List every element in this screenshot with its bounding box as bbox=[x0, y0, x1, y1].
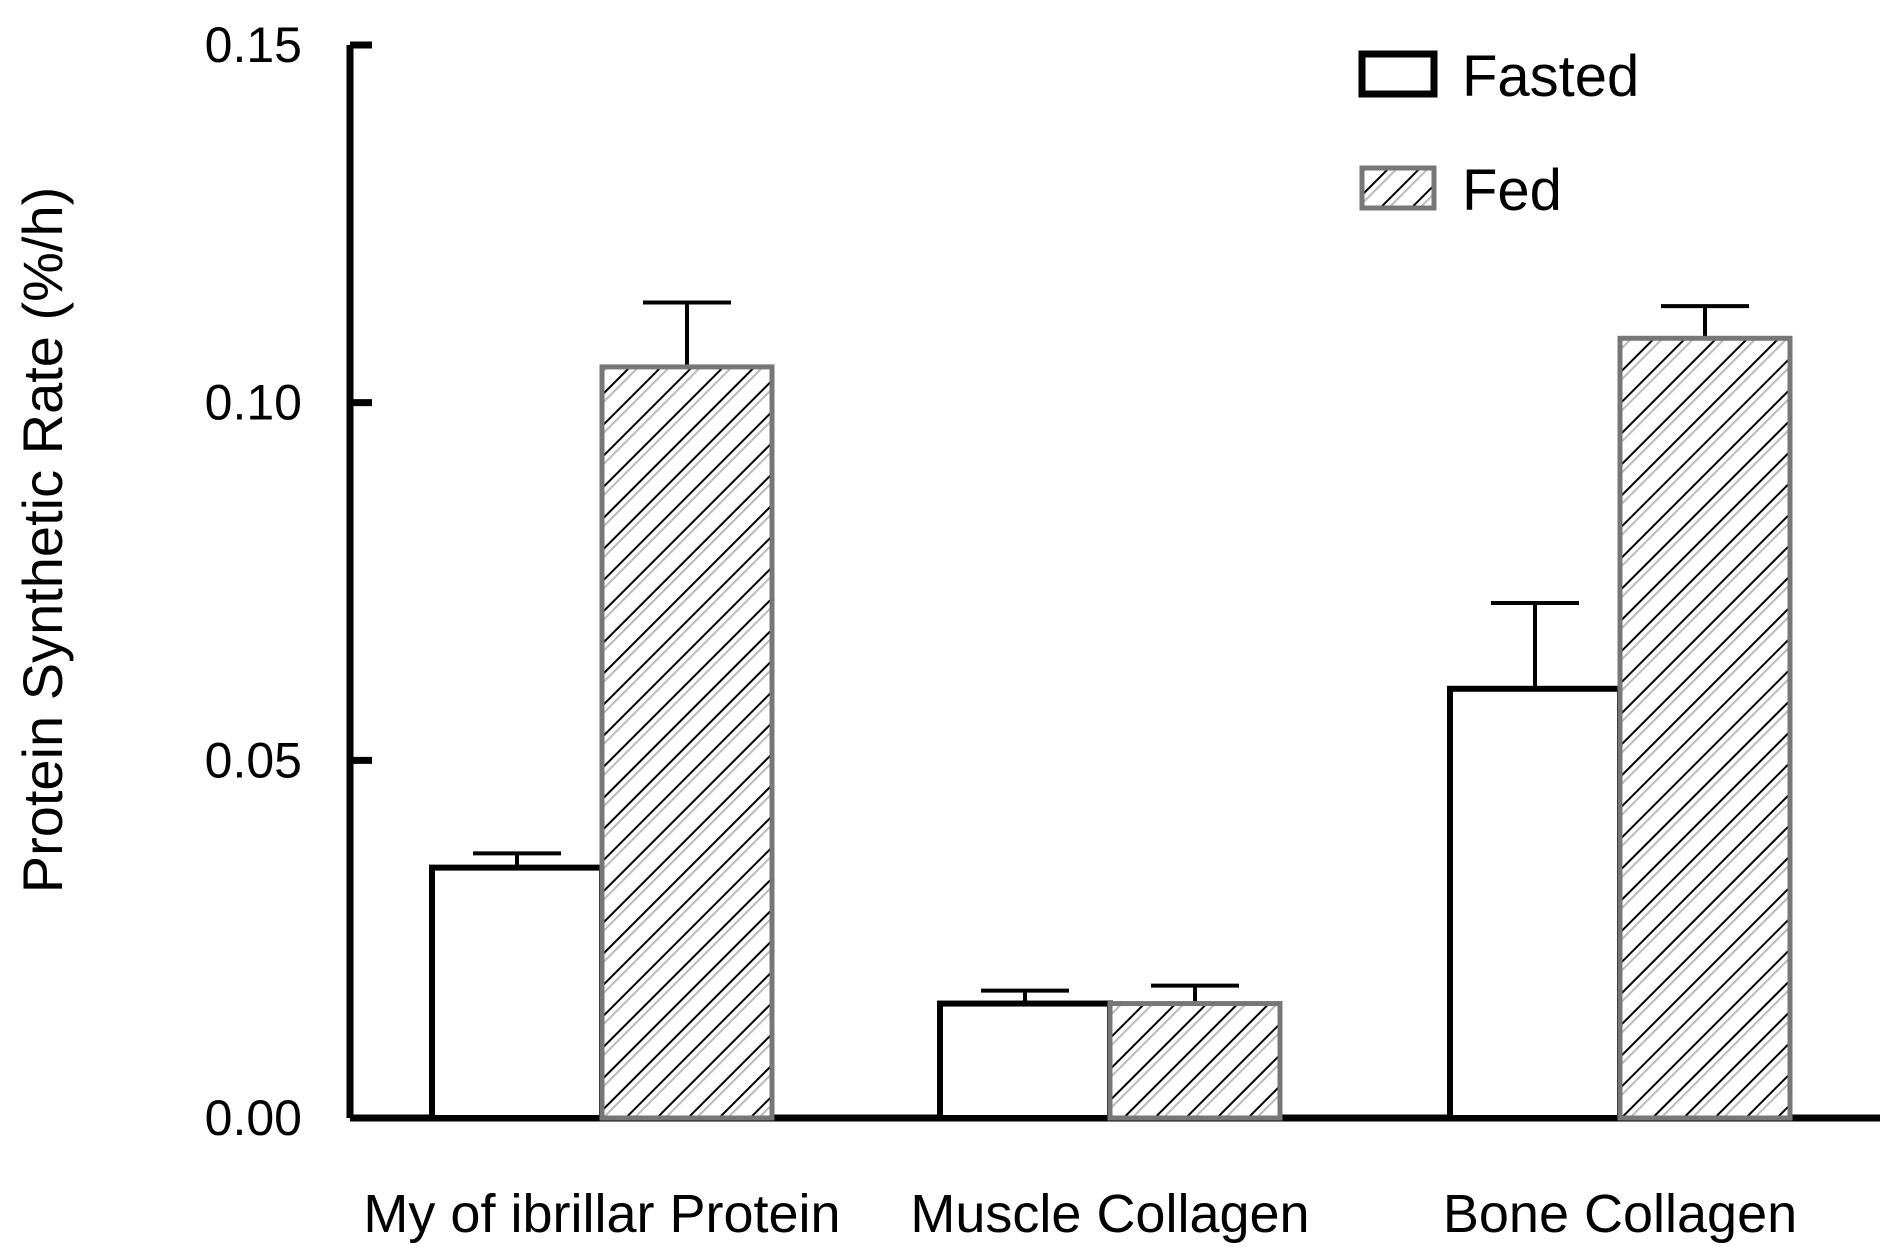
y-tick-label: 0.05 bbox=[205, 732, 302, 788]
bar-fed bbox=[599, 364, 775, 1121]
x-category-label: My of ibrillar Protein bbox=[363, 1184, 840, 1244]
x-category-label: Bone Collagen bbox=[1443, 1184, 1797, 1244]
legend-swatch-fasted bbox=[1358, 50, 1438, 98]
x-category-label: Muscle Collagen bbox=[910, 1184, 1309, 1244]
legend-label-fed: Fed bbox=[1462, 158, 1562, 223]
y-tick-label: 0.15 bbox=[205, 17, 302, 73]
bar-fasted bbox=[429, 864, 605, 1122]
legend-swatch-fed bbox=[1359, 165, 1437, 211]
bar-fed bbox=[1107, 1001, 1283, 1121]
bar-fasted bbox=[1447, 685, 1623, 1121]
legend: Fasted Fed bbox=[1358, 44, 1639, 223]
bar-fed bbox=[1617, 335, 1793, 1121]
y-axis-title: Protein Synthetic Rate (%/h) bbox=[11, 187, 74, 894]
legend-label-fasted: Fasted bbox=[1462, 44, 1639, 109]
y-tick-label: 0.00 bbox=[205, 1090, 302, 1146]
bar-fasted bbox=[937, 1000, 1113, 1122]
y-tick-label: 0.10 bbox=[205, 375, 302, 431]
plot-area: 0.00 0.05 0.10 0.15 My of ibrillar Protein Mu… bbox=[205, 17, 1880, 1244]
